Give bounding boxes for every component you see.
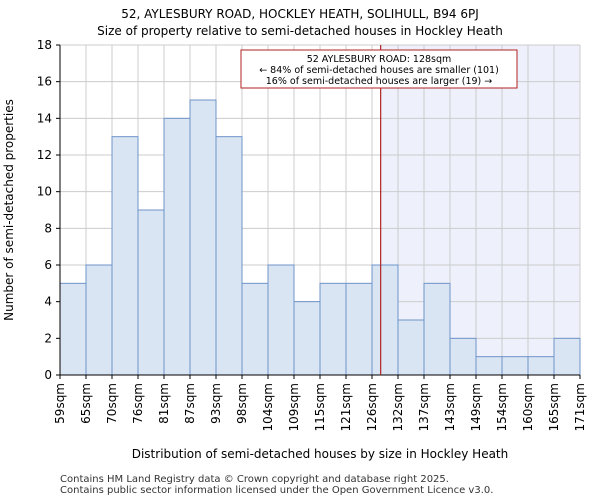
x-tick-label: 109sqm bbox=[287, 383, 301, 431]
y-tick-label: 2 bbox=[44, 331, 52, 345]
x-tick-label: 160sqm bbox=[521, 383, 535, 431]
y-tick-label: 14 bbox=[37, 111, 52, 125]
y-tick-label: 18 bbox=[37, 38, 52, 52]
x-axis-label: Distribution of semi-detached houses by … bbox=[132, 447, 509, 461]
bar-70sqm bbox=[111, 136, 139, 376]
annotation-line-1: 52 AYLESBURY ROAD: 128sqm bbox=[307, 54, 452, 65]
bar-81sqm bbox=[163, 117, 191, 376]
annotation-line-2: ← 84% of semi-detached houses are smalle… bbox=[259, 65, 499, 76]
bar-137sqm bbox=[423, 282, 451, 376]
y-tick-label: 0 bbox=[44, 368, 52, 382]
bar-121sqm bbox=[345, 282, 373, 376]
chart-subtitle: Size of property relative to semi-detach… bbox=[97, 24, 503, 38]
bar-149sqm bbox=[475, 356, 503, 376]
bar-160sqm bbox=[527, 356, 555, 376]
x-tick-label: 98sqm bbox=[235, 383, 249, 424]
x-tick-label: 171sqm bbox=[573, 383, 587, 431]
x-tick-label: 87sqm bbox=[183, 383, 197, 424]
y-tick-label: 16 bbox=[37, 75, 52, 89]
bar-59sqm bbox=[59, 282, 87, 376]
bar-93sqm bbox=[215, 136, 243, 376]
x-tick-label: 149sqm bbox=[469, 383, 483, 431]
y-tick-label: 4 bbox=[44, 295, 52, 309]
x-tick-label: 165sqm bbox=[547, 383, 561, 431]
x-tick-label: 143sqm bbox=[443, 383, 457, 431]
bar-65sqm bbox=[85, 264, 113, 376]
bar-87sqm bbox=[189, 99, 217, 376]
bar-76sqm bbox=[137, 209, 165, 376]
annotation-box bbox=[240, 49, 518, 89]
footer-line-1: Contains HM Land Registry data © Crown c… bbox=[60, 474, 449, 485]
x-tick-label: 76sqm bbox=[131, 383, 145, 424]
x-tick-label: 59sqm bbox=[53, 383, 67, 424]
footer-line-2: Contains public sector information licen… bbox=[60, 485, 494, 496]
x-tick-label: 70sqm bbox=[105, 383, 119, 424]
y-tick-label: 8 bbox=[44, 221, 52, 235]
bar-104sqm bbox=[267, 264, 295, 376]
bar-132sqm bbox=[397, 319, 425, 376]
bar-126sqm bbox=[371, 264, 399, 376]
bar-143sqm bbox=[449, 337, 477, 376]
x-tick-label: 65sqm bbox=[79, 383, 93, 424]
x-tick-label: 115sqm bbox=[313, 383, 327, 431]
x-tick-label: 104sqm bbox=[261, 383, 275, 431]
x-tick-label: 81sqm bbox=[157, 383, 171, 424]
x-tick-label: 126sqm bbox=[365, 383, 379, 431]
chart: 0 2 4 6 8 10 12 14 16 18 59sqm 65sqm 70sqm 76sqm 81sqm… bbox=[2, 38, 587, 461]
chart-title: 52, AYLESBURY ROAD, HOCKLEY HEATH, SOLIH… bbox=[121, 7, 479, 21]
y-tick-label: 6 bbox=[44, 258, 52, 272]
bar-109sqm bbox=[293, 301, 321, 376]
x-tick-label: 132sqm bbox=[391, 383, 405, 431]
x-tick-label: 121sqm bbox=[339, 383, 353, 431]
bar-154sqm bbox=[501, 356, 529, 376]
x-tick-label: 137sqm bbox=[417, 383, 431, 431]
x-tick-label: 93sqm bbox=[209, 383, 223, 424]
y-tick-label: 10 bbox=[37, 185, 52, 199]
y-axis-label: Number of semi-detached properties bbox=[2, 99, 16, 321]
y-tick-label: 12 bbox=[37, 148, 52, 162]
x-tick-label: 154sqm bbox=[495, 383, 509, 431]
bar-98sqm bbox=[241, 282, 269, 376]
bar-165sqm bbox=[553, 337, 581, 376]
bar-115sqm bbox=[319, 282, 347, 376]
annotation-line-3: 16% of semi-detached houses are larger (… bbox=[266, 76, 493, 87]
